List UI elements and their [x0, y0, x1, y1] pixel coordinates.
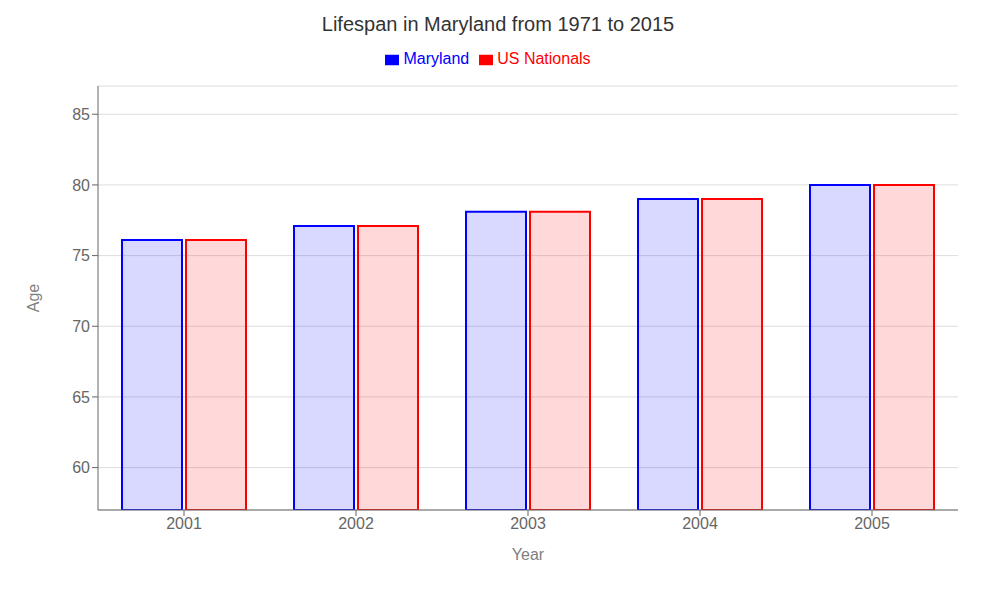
html-text:Maryland: Maryland: [403, 50, 470, 67]
svg-text:2004: 2004: [682, 515, 718, 532]
html-text:US Nationals: US Nationals: [497, 50, 591, 67]
svg-text:2005: 2005: [854, 515, 890, 532]
svg-text:2003: 2003: [510, 515, 546, 532]
svg-text:60: 60: [72, 459, 90, 476]
svg-text:75: 75: [72, 247, 90, 264]
html-text:Lifespan in Maryland from 1971: Lifespan in Maryland from 1971 to 2015: [321, 13, 675, 35]
svg-text:65: 65: [72, 389, 90, 406]
svg-text:Year: Year: [512, 546, 545, 563]
svg-text:70: 70: [72, 318, 90, 335]
svg-text:80: 80: [72, 177, 90, 194]
svg-text:Age: Age: [25, 284, 42, 313]
svg-text:2001: 2001: [166, 515, 202, 532]
svg-text:85: 85: [72, 106, 90, 123]
svg-text:2002: 2002: [338, 515, 374, 532]
